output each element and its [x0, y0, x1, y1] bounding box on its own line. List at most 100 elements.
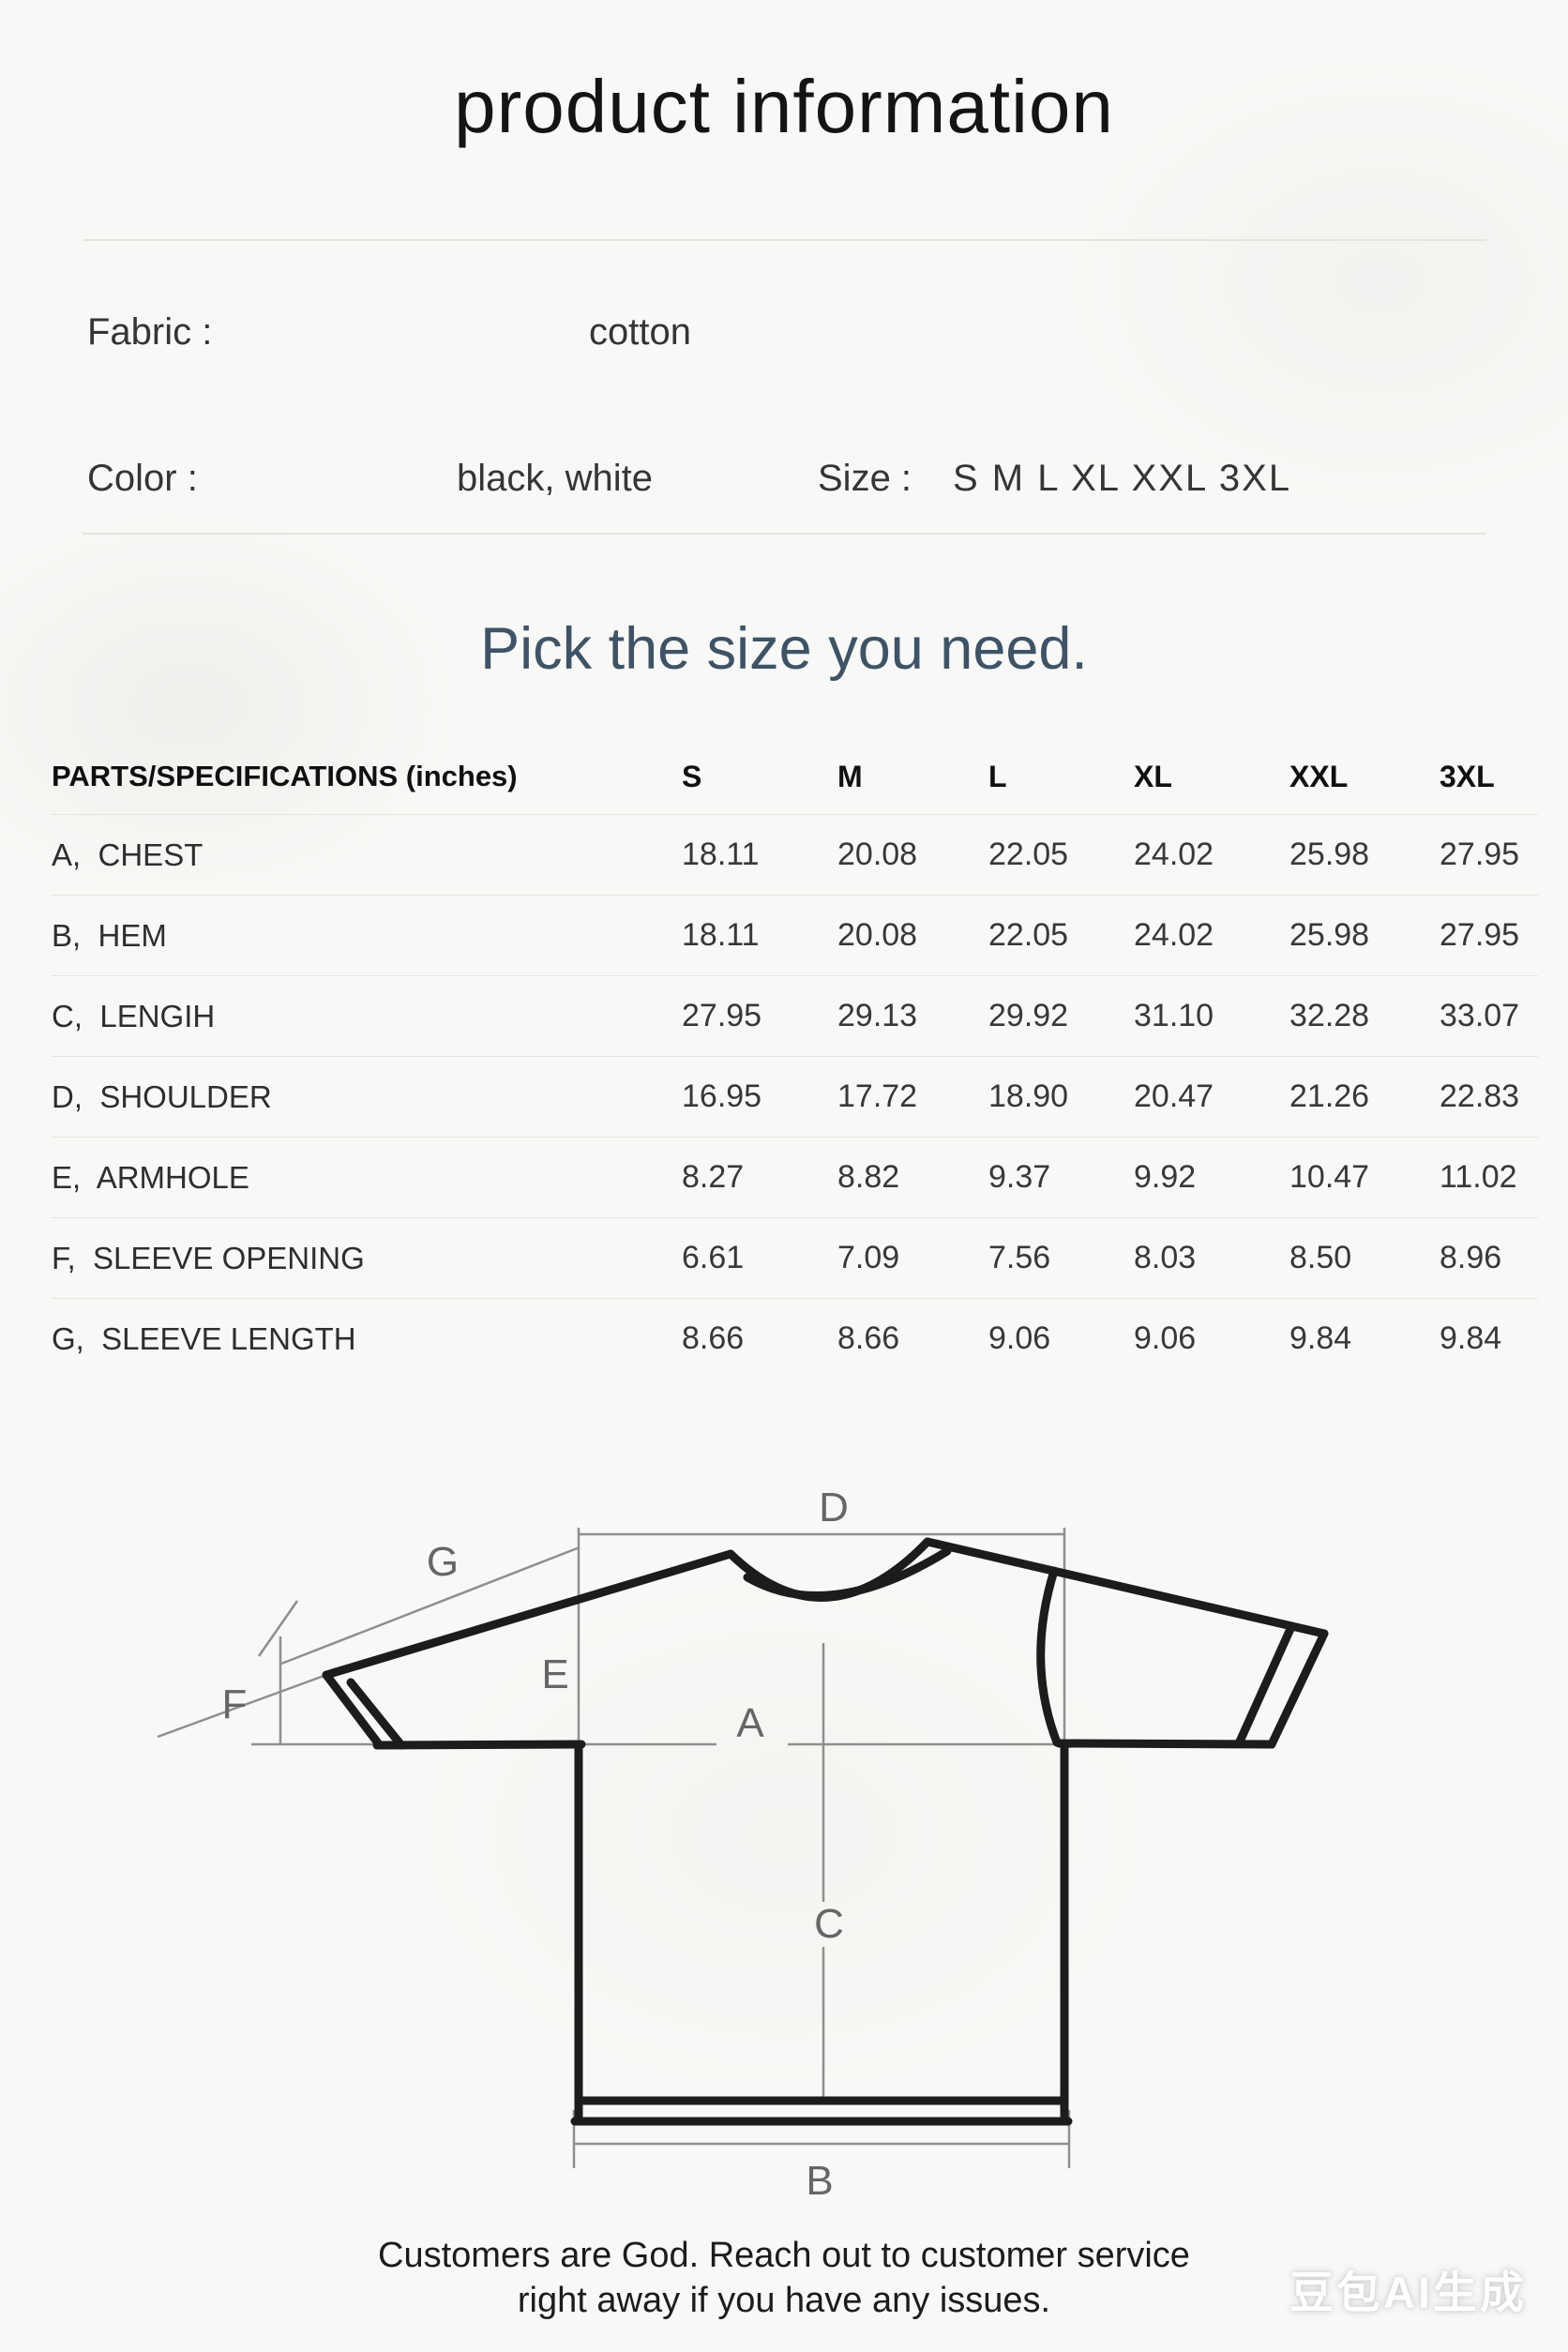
size-chart-table: PARTS/SPECIFICATIONS (inches) S M L XL X… [52, 739, 1538, 1379]
column-header-s: S [682, 759, 702, 793]
cell: 27.95 [682, 998, 762, 1033]
cell: 29.13 [837, 998, 918, 1033]
divider [83, 533, 1486, 535]
cell: 7.56 [988, 1240, 1051, 1275]
row-label: B, HEM [52, 917, 167, 953]
left-sleeve-bottom [372, 1740, 586, 1750]
table-row-sleeve-length: G, SLEEVE LENGTH 8.66 8.66 9.06 9.06 9.8… [52, 1298, 1538, 1379]
cell: 27.95 [1440, 837, 1520, 872]
cell: 18.90 [988, 1078, 1069, 1114]
diagram-label-f: F [222, 1681, 248, 1727]
cell: 18.11 [682, 917, 760, 953]
left-cuff-inner [346, 1678, 406, 1750]
row-label: E, ARMHOLE [52, 1159, 249, 1195]
cell: 7.09 [837, 1240, 900, 1275]
cell: 22.83 [1440, 1078, 1520, 1114]
right-armhole-curve [1036, 1566, 1062, 1747]
right-shoulder-seam [923, 1537, 1329, 1638]
cell: 9.37 [988, 1159, 1051, 1195]
color-value: black, white [457, 458, 653, 499]
diagram-label-e: E [541, 1651, 568, 1697]
collar-outer-curve [726, 1537, 932, 1602]
pick-size-heading: Pick the size you need. [480, 616, 1088, 682]
cell: 17.72 [837, 1078, 918, 1114]
cell: 25.98 [1289, 917, 1370, 953]
cell: 27.95 [1440, 917, 1520, 953]
diagram-label-d: D [819, 1485, 849, 1530]
cell: 20.08 [837, 917, 918, 953]
cell: 24.02 [1134, 837, 1214, 872]
cell: 33.07 [1440, 998, 1520, 1033]
table-row-length: C, LENGIH 27.95 29.13 29.92 31.10 32.28 … [52, 975, 1538, 1056]
size-label: Size : [818, 458, 912, 499]
cell: 16.95 [682, 1078, 762, 1114]
cell: 10.47 [1289, 1159, 1370, 1195]
collar-inner-curve [743, 1546, 952, 1600]
column-header-xl: XL [1134, 759, 1172, 793]
customer-service-note-line1: Customers are God. Reach out to customer… [378, 2236, 1190, 2275]
cuff-extension-line [157, 1673, 327, 1739]
column-header-l: L [988, 759, 1007, 793]
row-label: F, SLEEVE OPENING [52, 1240, 365, 1275]
diagram-label-g: G [427, 1539, 459, 1585]
cell: 8.96 [1440, 1240, 1502, 1275]
tshirt-measurement-diagram: D G E F A C B [157, 1485, 1329, 2204]
cell: 18.11 [682, 837, 760, 872]
row-label: A, CHEST [52, 837, 204, 872]
column-header-3xl: 3XL [1440, 759, 1495, 793]
page-title: product information [454, 65, 1114, 148]
left-cuff-outer [322, 1670, 384, 1749]
row-label: C, LENGIH [52, 998, 216, 1033]
fabric-value: cotton [589, 311, 691, 353]
right-cuff-inner [1235, 1624, 1295, 1746]
cell: 29.92 [988, 998, 1069, 1033]
cell: 9.84 [1289, 1320, 1352, 1356]
right-cuff-outer [1267, 1629, 1329, 1749]
diagram-label-b: B [806, 2158, 833, 2204]
cell: 24.02 [1134, 917, 1214, 953]
cell: 11.02 [1440, 1159, 1517, 1195]
cell: 25.98 [1289, 837, 1370, 872]
ai-generated-watermark: 豆包AI生成 [1289, 2268, 1527, 2317]
fabric-label: Fabric : [87, 311, 213, 353]
table-row-shoulder: D, SHOULDER 16.95 17.72 18.90 20.47 21.2… [52, 1056, 1538, 1137]
color-label: Color : [87, 458, 198, 499]
row-label: G, SLEEVE LENGTH [52, 1320, 356, 1356]
column-header-m: M [837, 759, 863, 793]
cell: 8.03 [1134, 1240, 1197, 1275]
cell: 8.27 [682, 1159, 745, 1195]
cell: 32.28 [1289, 998, 1370, 1033]
cell: 22.05 [988, 837, 1069, 872]
left-shoulder-seam [322, 1549, 735, 1680]
cell: 8.66 [837, 1320, 900, 1356]
table-header-row: PARTS/SPECIFICATIONS (inches) S M L XL X… [52, 739, 1538, 814]
cell: 20.47 [1134, 1078, 1214, 1114]
cell: 20.08 [837, 837, 918, 872]
cell: 8.82 [837, 1159, 900, 1195]
table-row-hem: B, HEM 18.11 20.08 22.05 24.02 25.98 27.… [52, 895, 1538, 975]
cell: 6.61 [682, 1240, 745, 1275]
row-label: D, SHOULDER [52, 1078, 272, 1114]
cell: 31.10 [1134, 998, 1214, 1033]
right-sleeve-bottom [1054, 1739, 1276, 1749]
cell: 8.50 [1289, 1240, 1352, 1275]
divider [83, 239, 1486, 241]
sleeve-length-line-g [280, 1545, 580, 1666]
cell: 9.06 [1134, 1320, 1197, 1356]
diagram-label-a: A [736, 1700, 764, 1746]
table-header-label: PARTS/SPECIFICATIONS (inches) [52, 760, 518, 792]
table-row-sleeve-opening: F, SLEEVE OPENING 6.61 7.09 7.56 8.03 8.… [52, 1217, 1538, 1298]
table-row-chest: A, CHEST 18.11 20.08 22.05 24.02 25.98 2… [52, 814, 1538, 895]
size-options: S M L XL XXL 3XL [953, 458, 1292, 499]
column-header-xxl: XXL [1289, 759, 1349, 793]
sleeve-opening-tick [257, 1600, 299, 1657]
cell: 9.84 [1440, 1320, 1502, 1356]
cell: 9.92 [1134, 1159, 1197, 1195]
diagram-label-c: C [814, 1901, 844, 1947]
table-row-armhole: E, ARMHOLE 8.27 8.82 9.37 9.92 10.47 11.… [52, 1137, 1538, 1217]
cell: 22.05 [988, 917, 1069, 953]
cell: 21.26 [1289, 1078, 1370, 1114]
customer-service-note-line2: right away if you have any issues. [517, 2281, 1051, 2320]
cell: 9.06 [988, 1320, 1051, 1356]
